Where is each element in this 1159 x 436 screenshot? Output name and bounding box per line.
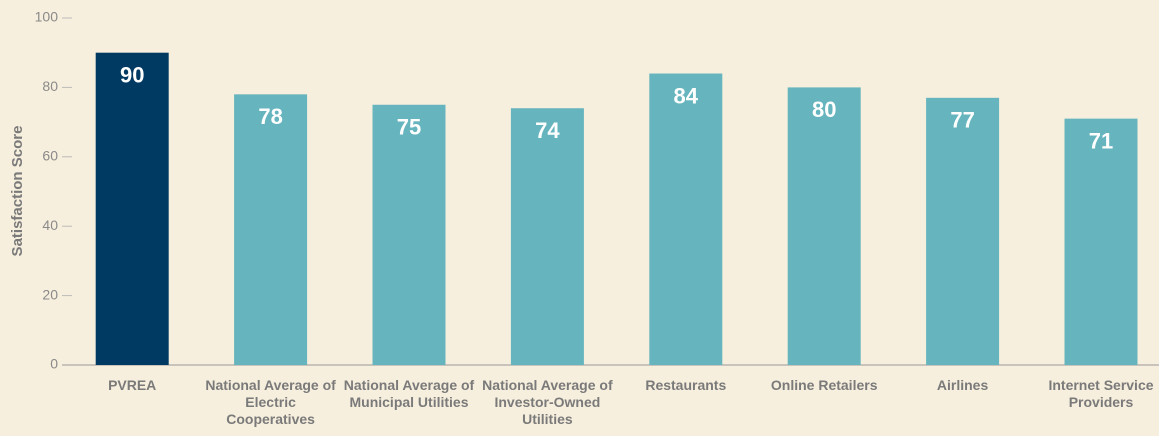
bar bbox=[96, 53, 169, 365]
y-tick-label: 20 bbox=[42, 286, 58, 302]
x-tick-label: National Average of Investor-Owned Utili… bbox=[481, 377, 613, 428]
x-tick-label: PVREA bbox=[66, 377, 198, 394]
bar bbox=[926, 98, 999, 365]
value-label: 84 bbox=[674, 83, 699, 108]
x-tick-label: National Average of Electric Cooperative… bbox=[205, 377, 337, 428]
bar bbox=[788, 87, 861, 365]
value-label: 74 bbox=[535, 118, 560, 143]
x-tick-label: Airlines bbox=[897, 377, 1029, 394]
y-axis-title: Satisfaction Score bbox=[9, 126, 26, 257]
y-tick-label: 60 bbox=[42, 148, 58, 164]
x-tick-label: Restaurants bbox=[620, 377, 752, 394]
y-tick-label: 100 bbox=[35, 9, 59, 25]
x-tick-label: Online Retailers bbox=[758, 377, 890, 394]
value-label: 90 bbox=[120, 63, 144, 88]
bar bbox=[373, 105, 446, 365]
value-label: 80 bbox=[812, 97, 836, 122]
chart: Satisfaction Score 0 20 40 60 80 100 90 78 75 74 8… bbox=[0, 0, 1159, 436]
x-tick-label: Internet Service Providers bbox=[1035, 377, 1159, 411]
bar bbox=[1065, 119, 1138, 365]
bar bbox=[649, 74, 722, 365]
y-tick-label: 80 bbox=[42, 78, 58, 94]
value-label: 75 bbox=[397, 115, 421, 140]
value-label: 71 bbox=[1089, 128, 1113, 153]
y-tick-label: 0 bbox=[50, 356, 58, 372]
x-tick-label: National Average of Municipal Utilities bbox=[343, 377, 475, 411]
bar bbox=[234, 94, 307, 365]
value-label: 77 bbox=[950, 108, 974, 133]
value-label: 78 bbox=[258, 104, 282, 129]
bar bbox=[511, 108, 584, 365]
y-tick-label: 40 bbox=[42, 217, 58, 233]
plot: Satisfaction Score 0 20 40 60 80 100 90 78 75 74 8… bbox=[0, 0, 1159, 436]
